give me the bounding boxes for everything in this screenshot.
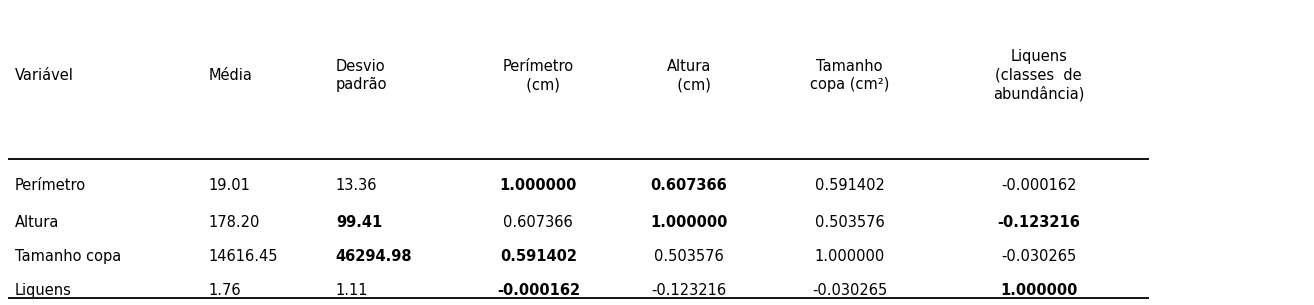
Text: 178.20: 178.20 — [209, 214, 260, 229]
Text: Altura
  (cm): Altura (cm) — [668, 59, 711, 92]
Text: 1.000000: 1.000000 — [650, 214, 728, 229]
Text: 1.76: 1.76 — [209, 282, 242, 297]
Text: Média: Média — [209, 68, 252, 83]
Text: Liquens: Liquens — [14, 282, 71, 297]
Text: 14616.45: 14616.45 — [209, 249, 279, 264]
Text: 0.591402: 0.591402 — [499, 249, 577, 264]
Text: 13.36: 13.36 — [336, 178, 377, 193]
Text: 0.503576: 0.503576 — [815, 214, 884, 229]
Text: Tamanho
copa (cm²): Tamanho copa (cm²) — [809, 59, 890, 92]
Text: 46294.98: 46294.98 — [336, 249, 413, 264]
Text: 0.607366: 0.607366 — [650, 178, 728, 193]
Text: Perímetro: Perímetro — [14, 178, 85, 193]
Text: -0.030265: -0.030265 — [812, 282, 887, 297]
Text: Tamanho copa: Tamanho copa — [14, 249, 121, 264]
Text: 1.000000: 1.000000 — [1000, 282, 1077, 297]
Text: -0.000162: -0.000162 — [497, 282, 579, 297]
Text: 1.000000: 1.000000 — [815, 249, 884, 264]
Text: 0.591402: 0.591402 — [815, 178, 884, 193]
Text: -0.123216: -0.123216 — [652, 282, 727, 297]
Text: 0.607366: 0.607366 — [503, 214, 573, 229]
Text: -0.123216: -0.123216 — [997, 214, 1080, 229]
Text: 0.503576: 0.503576 — [654, 249, 724, 264]
Text: Perímetro
  (cm): Perímetro (cm) — [503, 59, 574, 92]
Text: Liquens
(classes  de
abundância): Liquens (classes de abundância) — [993, 49, 1084, 102]
Text: 99.41: 99.41 — [336, 214, 382, 229]
Text: -0.030265: -0.030265 — [1001, 249, 1076, 264]
Text: 1.11: 1.11 — [336, 282, 368, 297]
Text: -0.000162: -0.000162 — [1001, 178, 1076, 193]
Text: Altura: Altura — [14, 214, 59, 229]
Text: 19.01: 19.01 — [209, 178, 251, 193]
Text: Desvio
padrão: Desvio padrão — [336, 59, 388, 92]
Text: 1.000000: 1.000000 — [499, 178, 577, 193]
Text: Variável: Variável — [14, 68, 74, 83]
